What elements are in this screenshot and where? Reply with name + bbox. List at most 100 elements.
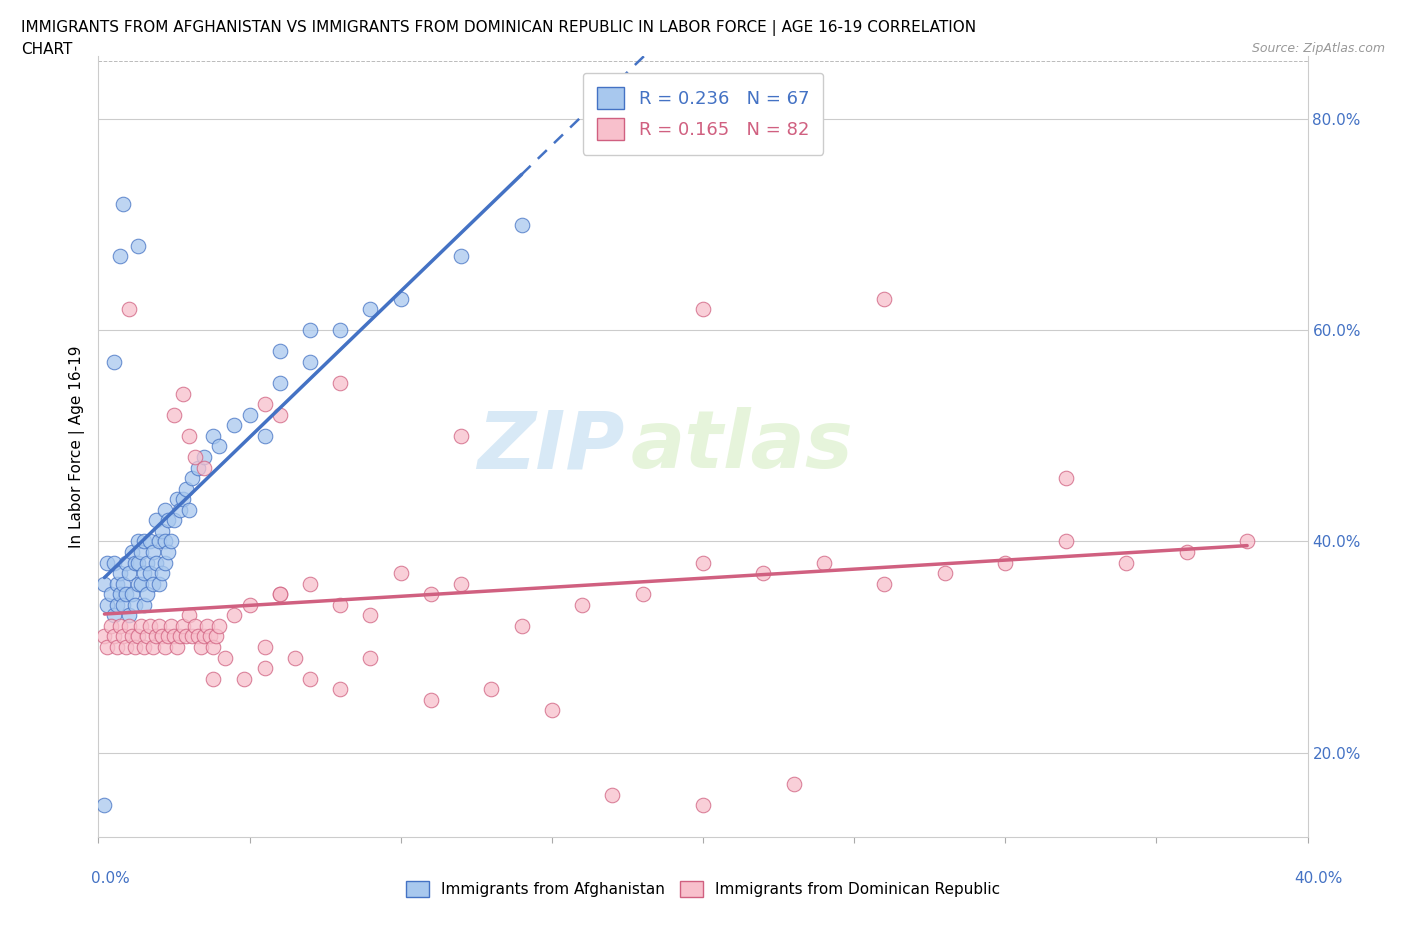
Point: [153, 534, 176, 549]
Point: [124, 555, 146, 570]
Point: [111, 597, 134, 612]
Text: CHART: CHART: [21, 42, 73, 57]
Point: [174, 481, 197, 496]
Point: [121, 545, 143, 560]
Point: [752, 565, 775, 580]
Point: [135, 629, 157, 644]
Point: [142, 640, 165, 655]
Point: [214, 650, 236, 665]
Point: [360, 608, 382, 623]
Text: IMMIGRANTS FROM AFGHANISTAN VS IMMIGRANTS FROM DOMINICAN REPUBLIC IN LABOR FORCE: IMMIGRANTS FROM AFGHANISTAN VS IMMIGRANT…: [21, 20, 976, 36]
Point: [692, 555, 714, 570]
Point: [150, 524, 173, 538]
Point: [156, 545, 179, 560]
Point: [208, 618, 231, 633]
Point: [145, 629, 167, 644]
Point: [360, 301, 382, 316]
Point: [510, 618, 533, 633]
Point: [172, 492, 194, 507]
Point: [239, 597, 262, 612]
Point: [253, 660, 276, 675]
Point: [571, 597, 593, 612]
Point: [450, 429, 472, 444]
Point: [813, 555, 835, 570]
Text: 0.0%: 0.0%: [91, 871, 131, 886]
Point: [193, 460, 215, 475]
Point: [114, 555, 136, 570]
Point: [420, 692, 443, 707]
Point: [1054, 471, 1077, 485]
Point: [224, 608, 246, 623]
Point: [269, 407, 291, 422]
Point: [142, 577, 165, 591]
Point: [269, 376, 291, 391]
Point: [153, 555, 176, 570]
Point: [166, 640, 188, 655]
Point: [139, 618, 162, 633]
Point: [360, 650, 382, 665]
Point: [103, 354, 125, 369]
Point: [139, 565, 162, 580]
Point: [108, 587, 131, 602]
Point: [129, 618, 152, 633]
Point: [481, 682, 503, 697]
Point: [103, 629, 125, 644]
Point: [111, 577, 134, 591]
Point: [202, 429, 225, 444]
Point: [174, 629, 197, 644]
Point: [118, 608, 141, 623]
Point: [181, 471, 204, 485]
Point: [145, 555, 167, 570]
Point: [105, 640, 128, 655]
Point: [783, 777, 806, 791]
Point: [389, 291, 412, 306]
Point: [994, 555, 1017, 570]
Point: [1115, 555, 1137, 570]
Point: [450, 249, 472, 264]
Point: [129, 577, 152, 591]
Legend: Immigrants from Afghanistan, Immigrants from Dominican Republic: Immigrants from Afghanistan, Immigrants …: [399, 875, 1007, 904]
Point: [108, 249, 131, 264]
Point: [153, 502, 176, 517]
Text: ZIP: ZIP: [477, 407, 624, 485]
Point: [93, 798, 115, 813]
Point: [184, 449, 207, 464]
Point: [148, 618, 170, 633]
Point: [540, 703, 562, 718]
Point: [934, 565, 956, 580]
Point: [150, 565, 173, 580]
Point: [181, 629, 204, 644]
Point: [239, 407, 262, 422]
Point: [118, 618, 141, 633]
Point: [103, 608, 125, 623]
Point: [93, 577, 115, 591]
Point: [631, 587, 654, 602]
Point: [139, 534, 162, 549]
Point: [160, 618, 183, 633]
Point: [145, 512, 167, 527]
Point: [329, 376, 352, 391]
Point: [169, 502, 191, 517]
Point: [1054, 534, 1077, 549]
Point: [692, 301, 714, 316]
Point: [118, 565, 141, 580]
Point: [153, 640, 176, 655]
Point: [195, 618, 218, 633]
Point: [692, 798, 714, 813]
Point: [420, 587, 443, 602]
Point: [200, 629, 222, 644]
Point: [108, 618, 131, 633]
Point: [127, 534, 149, 549]
Point: [224, 418, 246, 432]
Point: [1236, 534, 1258, 549]
Point: [163, 512, 186, 527]
Point: [121, 587, 143, 602]
Point: [96, 640, 118, 655]
Point: [510, 218, 533, 232]
Point: [253, 640, 276, 655]
Point: [329, 597, 352, 612]
Point: [187, 460, 209, 475]
Point: [148, 577, 170, 591]
Point: [124, 597, 146, 612]
Point: [873, 577, 896, 591]
